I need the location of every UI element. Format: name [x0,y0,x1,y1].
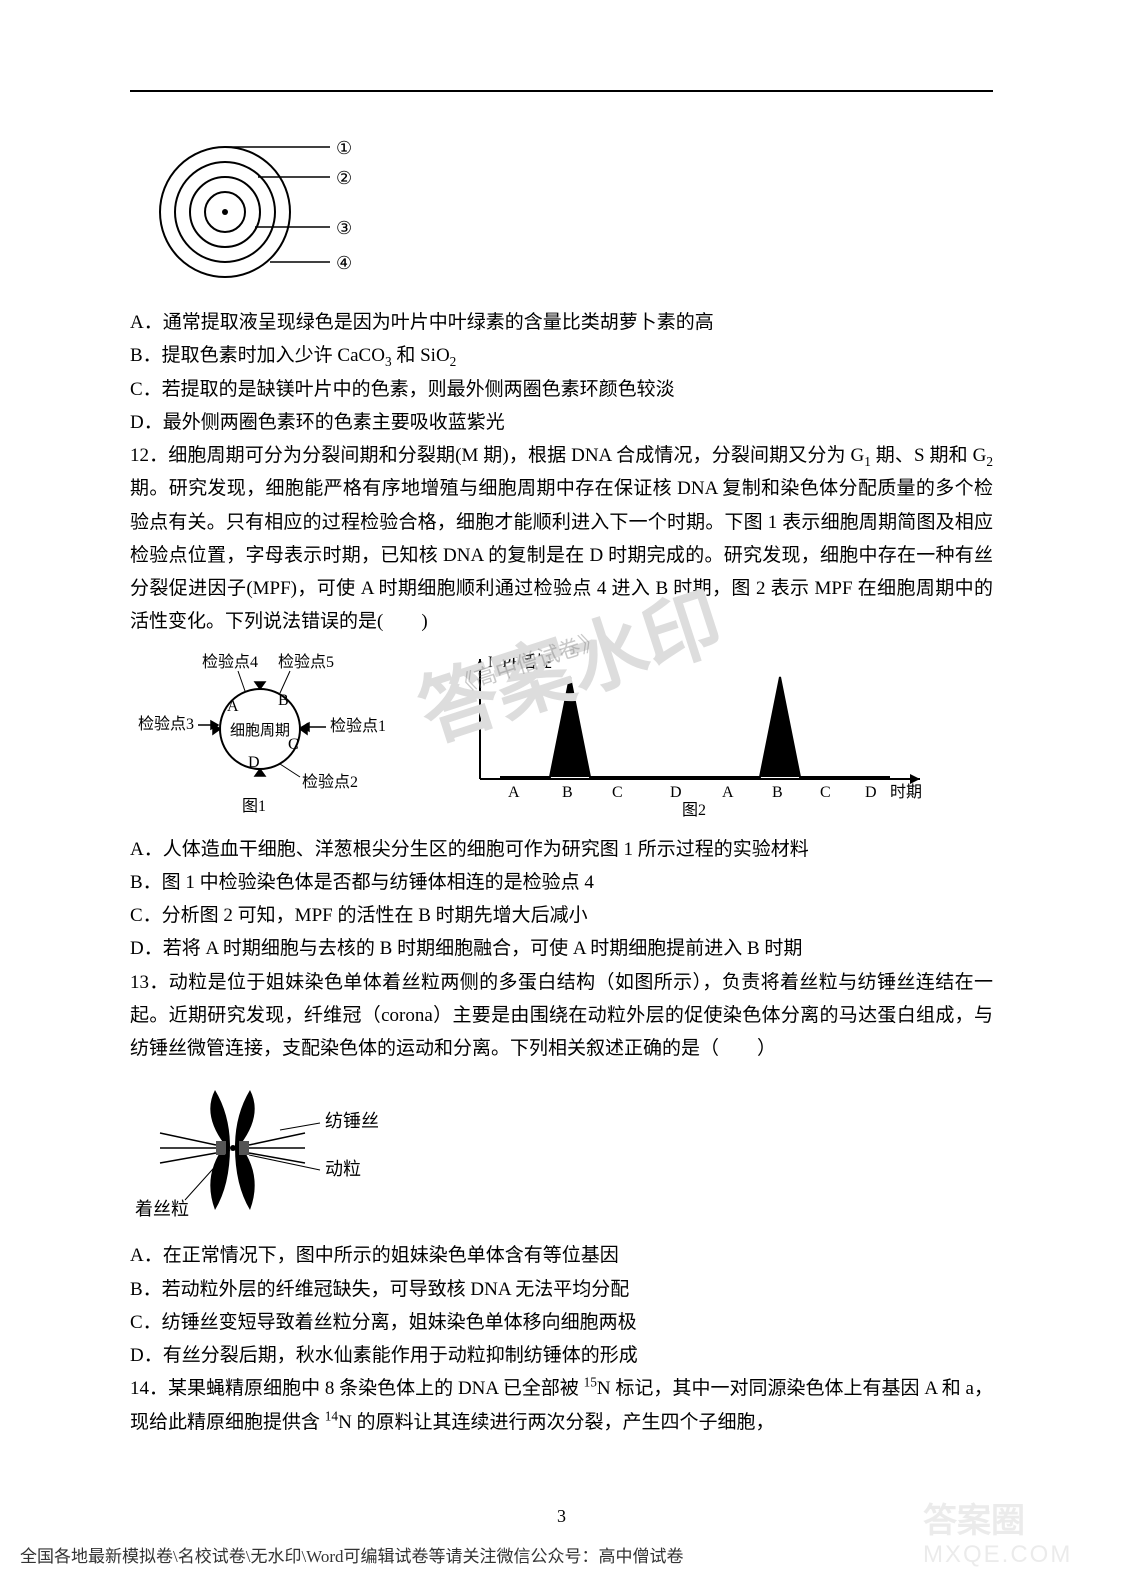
svg-text:MXQE.COM: MXQE.COM [923,1541,1072,1568]
ring-label-1: ① [336,138,352,158]
svg-text:D: D [670,784,682,801]
svg-text:图2: 图2 [682,802,706,819]
q11-opt-a: A．通常提取液呈现绿色是因为叶片中叶绿素的含量比类胡萝卜素的高 [130,306,993,339]
chromosome-svg: 纺锤丝 动粒 着丝粒 [130,1075,410,1225]
figure-concentric: ① ② ③ ④ [130,122,390,292]
q12-opt-a: A．人体造血干细胞、洋葱根尖分生区的细胞可作为研究图 1 所示过程的实验材料 [130,833,993,866]
page: ① ② ③ ④ A．通常提取液呈现绿色是因为叶片中叶绿素的含量比类胡萝卜素的高 … [0,0,1123,1587]
svg-text:MPF活性: MPF活性 [488,653,552,671]
svg-text:检验点2: 检验点2 [302,773,358,791]
cycle-svg: A B C D 细胞周期 检验点4 检验点5 检验点3 检验点1 [130,649,950,819]
label-centromere: 着丝粒 [135,1199,189,1219]
q12-opt-c: C．分析图 2 可知，MPF 的活性在 B 时期先增大后减小 [130,899,993,932]
q13-options: A．在正常情况下，图中所示的姐妹染色单体含有等位基因 B．若动粒外层的纤维冠缺失… [130,1239,993,1439]
svg-text:A: A [722,784,734,801]
q13-stem: 13．动粒是位于姐妹染色单体着丝粒两侧的多蛋白结构（如图所示），负责将着丝粒与纺… [130,966,993,1066]
q12-opt-b: B．图 1 中检验染色体是否都与纺锤体相连的是检验点 4 [130,866,993,899]
svg-text:检验点3: 检验点3 [138,715,194,733]
concentric-svg: ① ② ③ ④ [130,122,390,292]
svg-text:检验点1: 检验点1 [330,717,386,735]
svg-text:检验点5: 检验点5 [278,653,334,671]
svg-text:D: D [865,784,877,801]
svg-text:C: C [820,784,831,801]
q13-opt-c: C．纺锤丝变短导致着丝粒分离，姐妹染色单体移向细胞两极 [130,1306,993,1339]
label-spindle: 纺锤丝 [325,1111,379,1131]
svg-text:D: D [248,754,260,771]
svg-text:时期: 时期 [890,783,922,801]
q13-opt-a: A．在正常情况下，图中所示的姐妹染色单体含有等位基因 [130,1239,993,1272]
top-rule [130,90,993,92]
ring-label-4: ④ [336,253,352,273]
q11-opt-d: D．最外侧两圈色素环的色素主要吸收蓝紫光 [130,406,993,439]
svg-text:答案圈: 答案圈 [923,1502,1025,1540]
svg-text:A: A [508,784,520,801]
svg-text:B: B [562,784,573,801]
q13-opt-d: D．有丝分裂后期，秋水仙素能作用于动粒抑制纺锤体的形成 [130,1339,993,1372]
figure-cycle: A B C D 细胞周期 检验点4 检验点5 检验点3 检验点1 [130,649,950,819]
q12-stem: 12．细胞周期可分为分裂间期和分裂期(M 期)，根据 DNA 合成情况，分裂间期… [130,439,993,639]
q12-opt-d: D．若将 A 时期细胞与去核的 B 时期细胞融合，可使 A 时期细胞提前进入 B… [130,932,993,965]
corner-logo: 答案圈 MXQE.COM [913,1497,1113,1577]
q14-stem: 14．某果蝇精原细胞中 8 条染色体上的 DNA 已全部被 15N 标记，其中一… [130,1372,993,1439]
body-text: A．通常提取液呈现绿色是因为叶片中叶绿素的含量比类胡萝卜素的高 B．提取色素时加… [130,306,993,639]
q12-options: A．人体造血干细胞、洋葱根尖分生区的细胞可作为研究图 1 所示过程的实验材料 B… [130,833,993,1066]
svg-text:图1: 图1 [242,798,266,815]
svg-text:细胞周期: 细胞周期 [230,722,290,739]
q11-opt-b: B．提取色素时加入少许 CaCO3 和 SiO2 [130,339,993,372]
svg-text:检验点4: 检验点4 [202,653,258,671]
q13-opt-b: B．若动粒外层的纤维冠缺失，可导致核 DNA 无法平均分配 [130,1273,993,1306]
figure-chromosome: 纺锤丝 动粒 着丝粒 [130,1075,410,1225]
footer-note: 全国各地最新模拟卷\名校试卷\无水印\Word可编辑试卷等请关注微信公众号：高中… [20,1542,684,1567]
svg-text:B: B [278,692,289,709]
svg-text:B: B [772,784,783,801]
svg-text:C: C [612,784,623,801]
label-kinetochore: 动粒 [325,1159,361,1179]
q11-opt-c: C．若提取的是缺镁叶片中的色素，则最外侧两圈色素环颜色较淡 [130,373,993,406]
ring-label-3: ③ [336,218,352,238]
ring-label-2: ② [336,168,352,188]
svg-text:A: A [227,698,239,715]
